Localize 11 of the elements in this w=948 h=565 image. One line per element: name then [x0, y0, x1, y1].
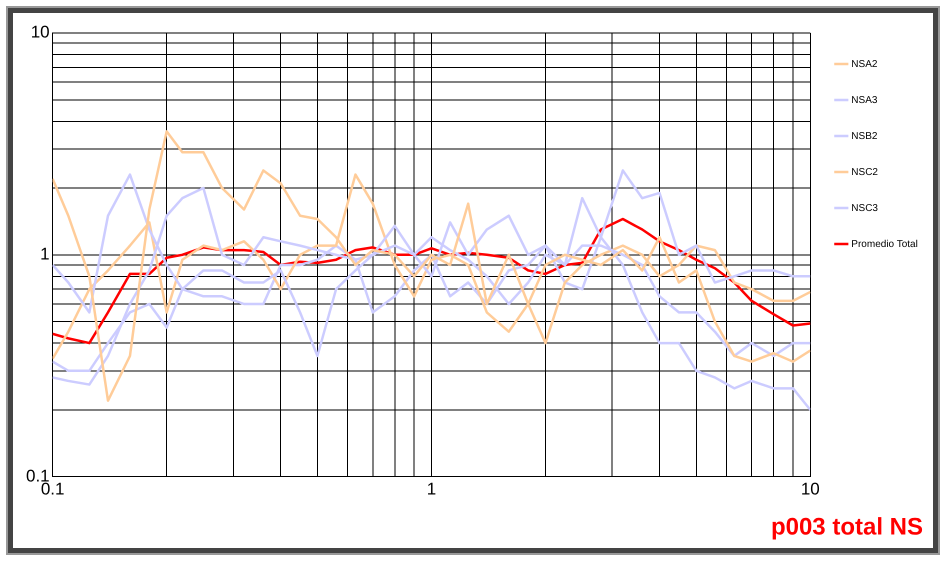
legend-label: NSA2	[851, 58, 878, 70]
x-tick-label: 10	[800, 479, 820, 498]
legend-label: Promedio Total	[851, 238, 918, 250]
x-tick-label: 1	[426, 479, 436, 498]
legend-label: NSC3	[851, 202, 878, 214]
legend-label: NSC2	[851, 166, 878, 178]
legend-label: NSB2	[851, 130, 878, 142]
y-tick-label: 10	[30, 22, 50, 42]
y-tick-label: 1	[40, 244, 50, 264]
legend-label: NSA3	[851, 94, 878, 106]
text: p003 total NS	[770, 514, 923, 541]
